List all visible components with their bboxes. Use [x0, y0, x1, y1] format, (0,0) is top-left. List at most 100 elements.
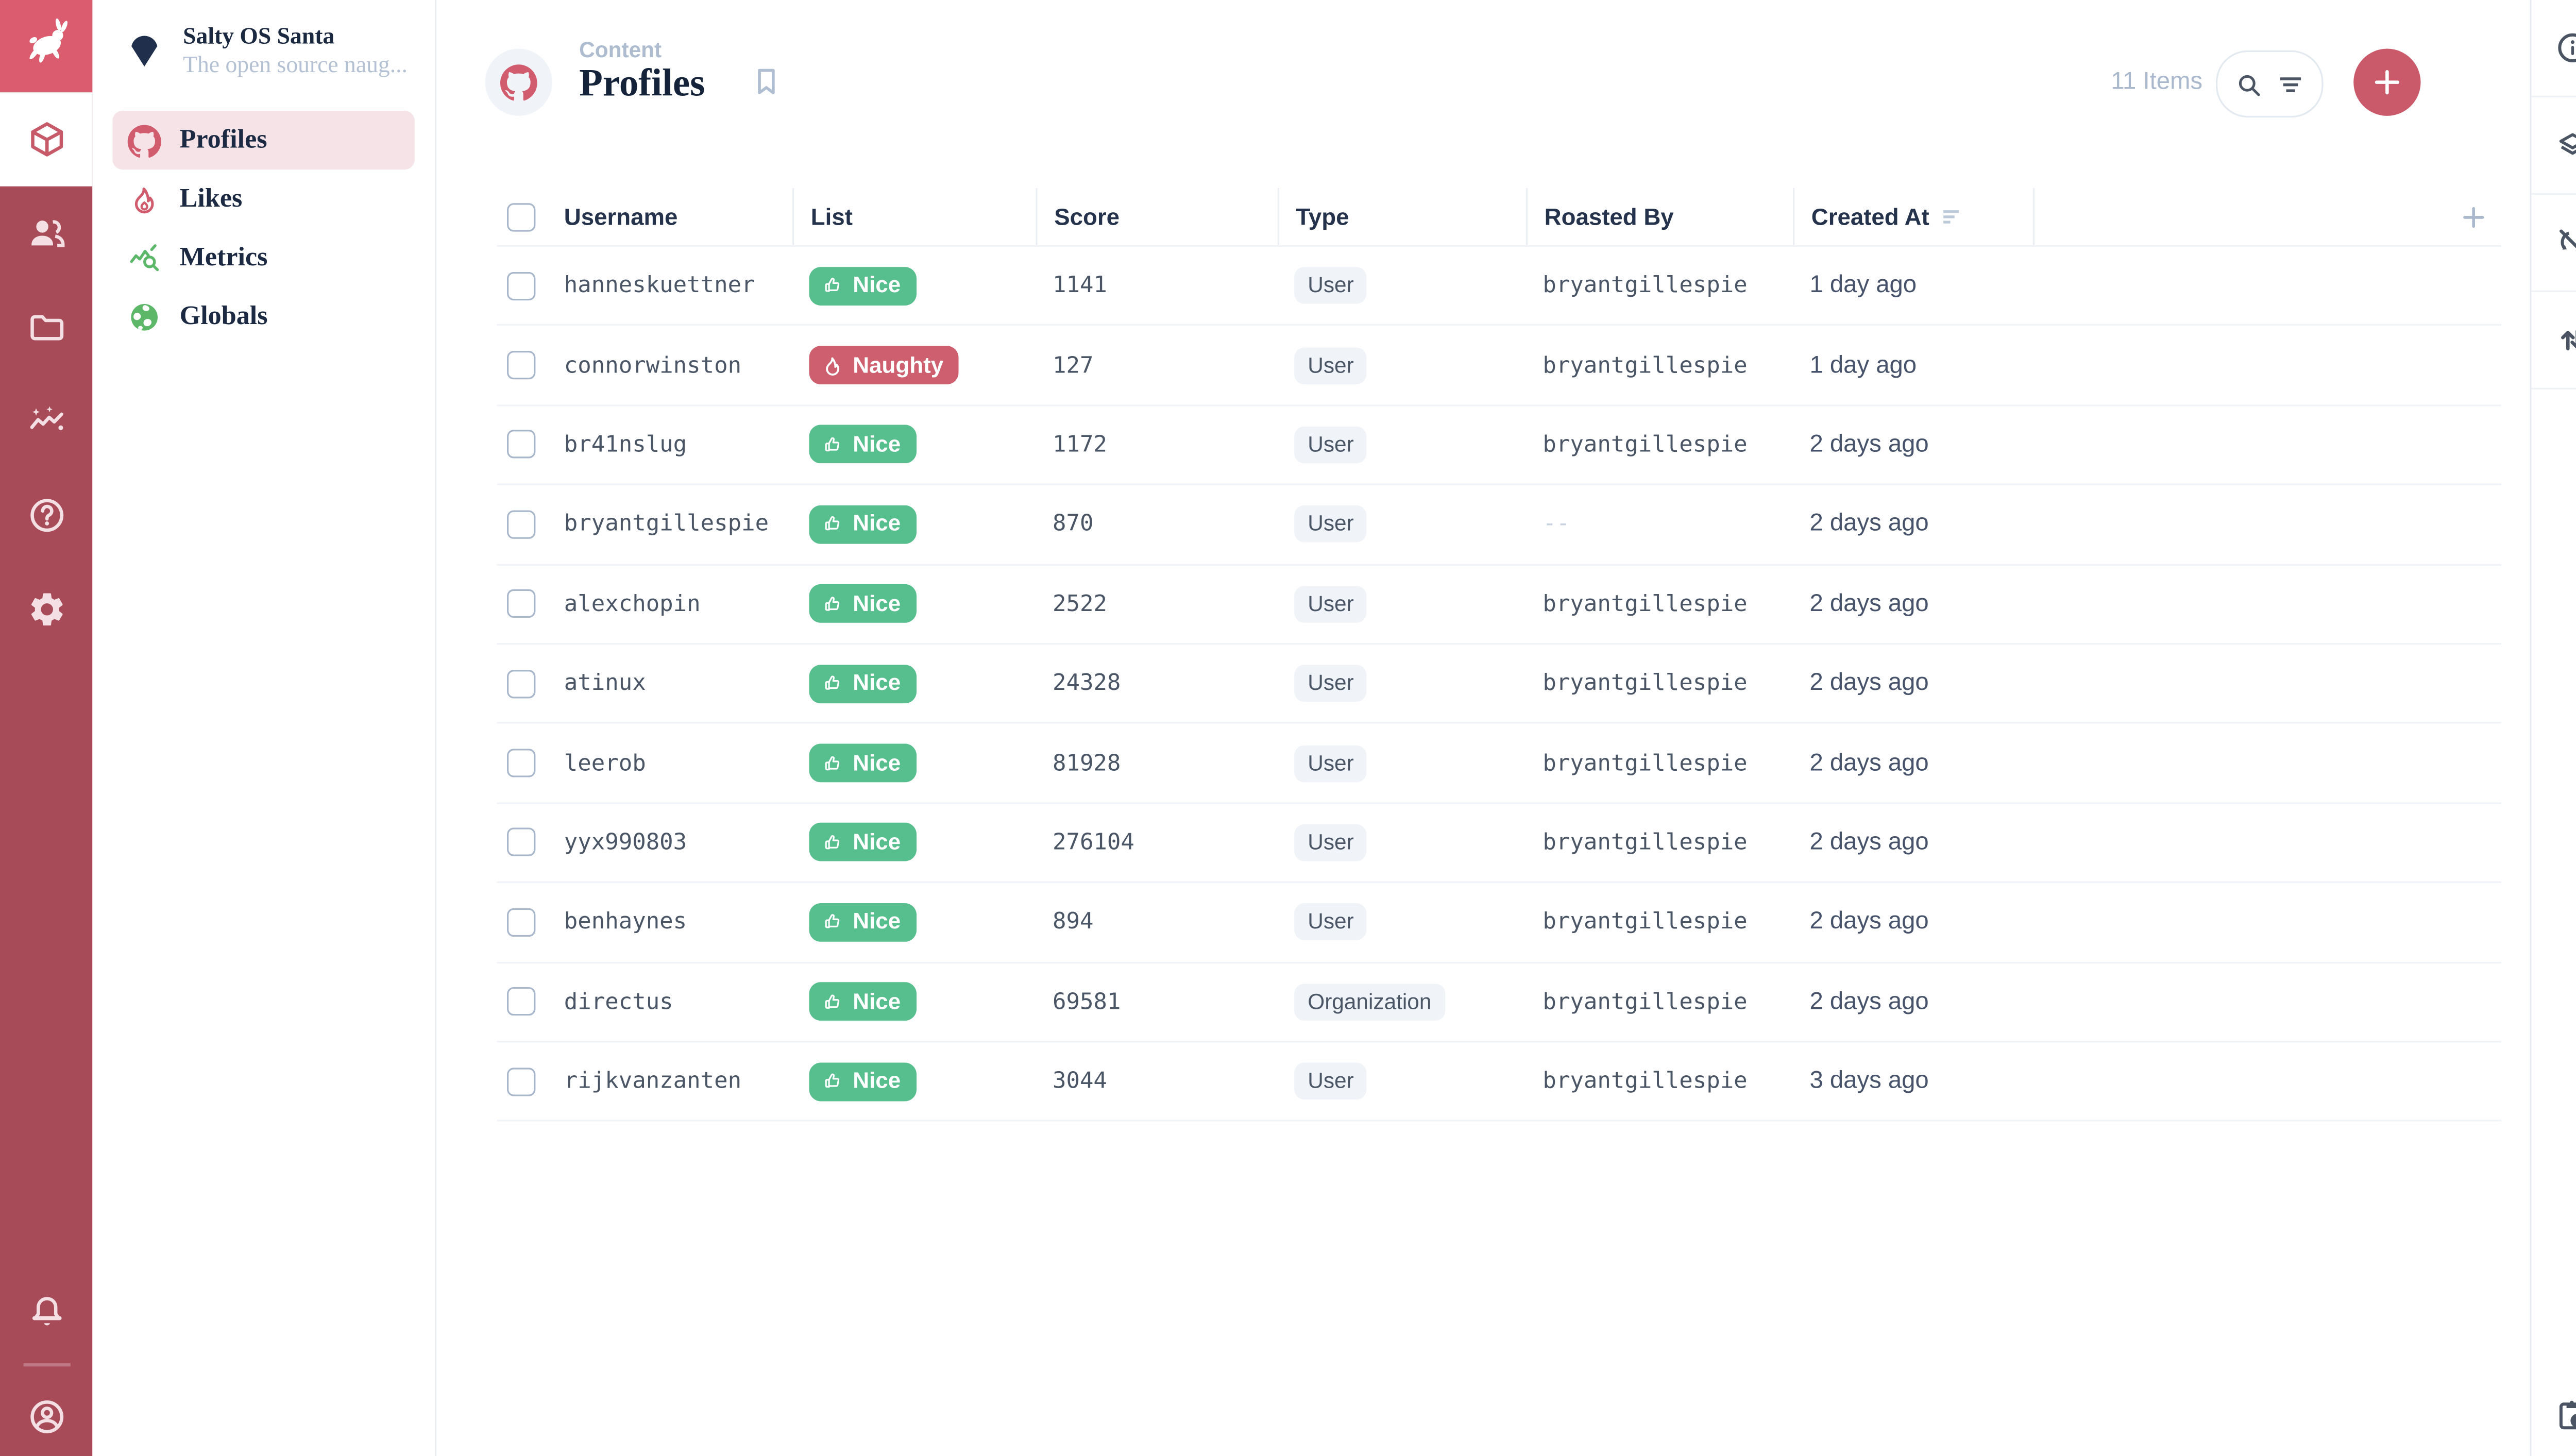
module-content-module-box[interactable] [0, 92, 93, 187]
cell-type: User [1278, 1062, 1526, 1100]
column-header-type[interactable]: Type [1277, 188, 1526, 245]
cell-username: connorwinston [564, 351, 742, 379]
thumb-up-icon [821, 672, 844, 696]
row-checkbox[interactable] [507, 908, 536, 937]
cell-username: directus [564, 988, 673, 1015]
sidebar-item-metrics[interactable]: Metrics [112, 228, 415, 287]
sidebar-item-label: Globals [179, 301, 268, 330]
plus-icon [2459, 202, 2487, 231]
table-row[interactable]: hanneskuettner Nice 1141 User bryantgillespi… [497, 247, 2501, 327]
filter-icon[interactable] [2276, 70, 2304, 98]
sidebar-button-layers[interactable] [2531, 97, 2576, 195]
cell-list: Nice [792, 1062, 1036, 1101]
search-filter-pill [2216, 50, 2324, 118]
type-chip: User [1294, 665, 1367, 702]
sidebar-item-profiles[interactable]: Profiles [112, 111, 415, 170]
type-chip: User [1294, 904, 1367, 941]
cell-created-at: 1 day ago [1809, 351, 1917, 379]
items-count: 11 Items [2111, 69, 2202, 96]
sort-arrows-icon [2554, 323, 2576, 358]
module-automate-module-wave[interactable] [0, 375, 92, 468]
cell-type: User [1278, 426, 1526, 464]
row-checkbox[interactable] [507, 430, 536, 460]
row-checkbox[interactable] [507, 828, 536, 857]
module-users-module[interactable] [0, 187, 92, 280]
cell-score: 276104 [1052, 829, 1134, 856]
column-header-created-at[interactable]: Created At [1792, 188, 2033, 245]
cell-roasted-by: bryantgillespie [1543, 1068, 1748, 1095]
app-logo-button[interactable] [0, 0, 93, 93]
sidebar-item-likes[interactable]: Likes [112, 170, 415, 228]
sidebar-item-globals[interactable]: Globals [112, 287, 415, 346]
module-files-module-folder[interactable] [0, 280, 92, 374]
bookmark-icon[interactable] [749, 64, 784, 108]
table-row[interactable]: alexchopin Nice 2522 User bryantgillespie 2 d… [497, 565, 2501, 645]
collection-icon-button[interactable] [485, 48, 552, 116]
table-row[interactable]: connorwinston Naughty 127 User bryantgillesp… [497, 326, 2501, 406]
cell-score: 3044 [1052, 1068, 1107, 1095]
breadcrumb[interactable]: Content [579, 37, 662, 62]
cell-roasted-by: bryantgillespie [1543, 908, 1748, 936]
cell-username: hanneskuettner [564, 272, 755, 299]
column-header-roasted-by[interactable]: Roasted By [1526, 188, 1793, 245]
thumb-up-icon [821, 990, 844, 1013]
items-table: Username List Score Type Roasted By Crea… [497, 188, 2501, 1122]
table-row[interactable]: yyx990803 Nice 276104 User bryantgillespie 2 … [497, 804, 2501, 884]
sidebar-item-label: Likes [179, 183, 243, 213]
cell-type: User [1278, 347, 1526, 384]
cell-list: Nice [792, 903, 1036, 942]
sidebar-button-info[interactable] [2531, 0, 2576, 97]
sidebar-button-sort-arrows[interactable] [2531, 292, 2576, 390]
cell-roasted-by: bryantgillespie [1543, 272, 1748, 299]
select-all-checkbox[interactable] [507, 202, 536, 231]
table-row[interactable]: benhaynes Nice 894 User bryantgillespie 2 day… [497, 883, 2501, 963]
row-checkbox[interactable] [507, 271, 536, 300]
rabbit-logo-icon [18, 13, 75, 79]
type-chip: User [1294, 824, 1367, 861]
type-chip: User [1294, 585, 1367, 623]
row-checkbox[interactable] [507, 1066, 536, 1096]
cell-score: 870 [1052, 511, 1094, 538]
module-notifications-bell[interactable] [0, 1273, 92, 1353]
column-header-score[interactable]: Score [1036, 188, 1277, 245]
sort-descending-icon [1941, 204, 1967, 229]
row-checkbox[interactable] [507, 669, 536, 698]
row-checkbox[interactable] [507, 589, 536, 618]
cell-score: 1172 [1052, 431, 1107, 459]
activity-clipboard-button[interactable] [2532, 1373, 2576, 1456]
project-header[interactable]: Salty OS Santa The open source naug... [92, 0, 435, 101]
cell-created-at: 2 days ago [1809, 670, 1929, 697]
cell-roasted-by: -- [1543, 511, 1570, 538]
cell-username: benhaynes [564, 908, 687, 936]
row-checkbox[interactable] [507, 510, 536, 539]
thumb-up-icon [821, 592, 844, 616]
table-row[interactable]: leerob Nice 81928 User bryantgillespie 2 days… [497, 724, 2501, 804]
cell-created-at: 1 day ago [1809, 272, 1917, 299]
column-header-username[interactable]: Username [564, 203, 678, 230]
module-settings-module-gear[interactable] [0, 563, 92, 656]
table-row[interactable]: atinux Nice 24328 User bryantgillespie 2 days… [497, 645, 2501, 724]
plus-icon [2370, 65, 2404, 99]
module-help-module[interactable] [0, 468, 92, 562]
search-icon[interactable] [2234, 70, 2263, 98]
table-row[interactable]: br41nslug Nice 1172 User bryantgillespie 2 da… [497, 406, 2501, 486]
row-checkbox[interactable] [507, 987, 536, 1016]
row-checkbox[interactable] [507, 351, 536, 380]
add-column-button[interactable] [2032, 188, 2501, 245]
cell-type: User [1278, 665, 1526, 702]
table-row[interactable]: directus Nice 69581 Organization bryantgille… [497, 963, 2501, 1043]
cell-list: Nice [792, 743, 1036, 783]
column-header-list[interactable]: List [792, 188, 1036, 245]
cell-score: 81928 [1052, 749, 1121, 777]
module-account-circle[interactable] [0, 1377, 92, 1456]
table-row[interactable]: rijkvanzanten Nice 3044 User bryantgillespie… [497, 1042, 2501, 1122]
cell-type: Organization [1278, 983, 1526, 1021]
cell-type: User [1278, 585, 1526, 623]
list-badge-nice: Nice [809, 584, 916, 623]
sidebar-item-label: Profiles [179, 125, 267, 154]
table-row[interactable]: bryantgillespie Nice 870 User -- 2 days ago [497, 485, 2501, 565]
row-checkbox[interactable] [507, 749, 536, 777]
cell-roasted-by: bryantgillespie [1543, 431, 1748, 459]
add-item-button[interactable] [2353, 48, 2421, 116]
sidebar-button-sync-disabled[interactable] [2531, 195, 2576, 292]
